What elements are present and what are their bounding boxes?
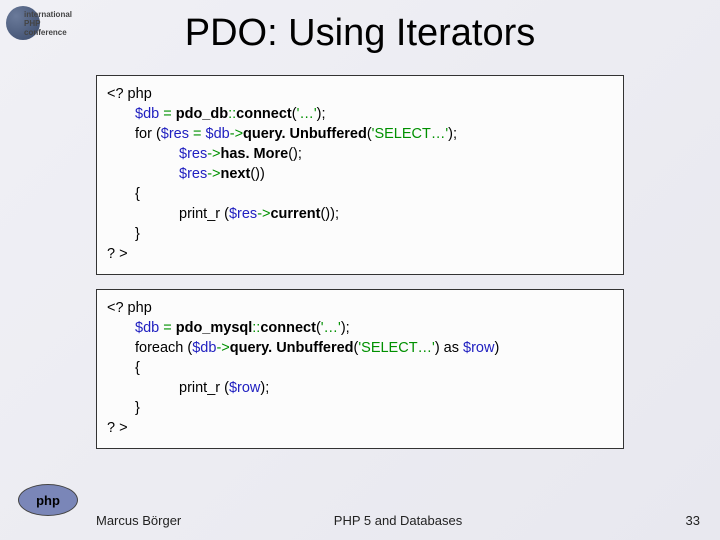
code-line: { xyxy=(107,358,613,378)
php-oval-icon: php xyxy=(18,484,78,516)
code-line: { xyxy=(107,184,613,204)
code-line: $db = pdo_db::connect('…'); xyxy=(107,104,613,124)
code-line: foreach ($db->query. Unbuffered('SELECT…… xyxy=(107,338,613,358)
code-line: } xyxy=(107,224,613,244)
logo-text: international PHP conference xyxy=(24,10,72,37)
slide-title: PDO: Using Iterators xyxy=(0,0,720,65)
code-block-1: <? php $db = pdo_db::connect('…'); for (… xyxy=(96,75,624,275)
code-line: print_r ($res->current()); xyxy=(107,204,613,224)
footer-title: PHP 5 and Databases xyxy=(96,513,700,528)
code-line: ? > xyxy=(107,418,613,438)
footer-author: Marcus Börger xyxy=(96,513,181,528)
php-logo: php xyxy=(18,484,78,518)
code-line: } xyxy=(107,398,613,418)
code-line: <? php xyxy=(107,298,613,318)
footer: Marcus Börger PHP 5 and Databases 33 xyxy=(96,513,700,528)
code-block-2: <? php $db = pdo_mysql::connect('…'); fo… xyxy=(96,289,624,449)
code-line: ? > xyxy=(107,244,613,264)
code-line: $res->next()) xyxy=(107,164,613,184)
conference-logo: international PHP conference xyxy=(6,6,76,54)
code-line: $db = pdo_mysql::connect('…'); xyxy=(107,318,613,338)
code-line: $res->has. More(); xyxy=(107,144,613,164)
code-line: for ($res = $db->query. Unbuffered('SELE… xyxy=(107,124,613,144)
code-line: <? php xyxy=(107,84,613,104)
footer-page: 33 xyxy=(686,513,700,528)
code-line: print_r ($row); xyxy=(107,378,613,398)
